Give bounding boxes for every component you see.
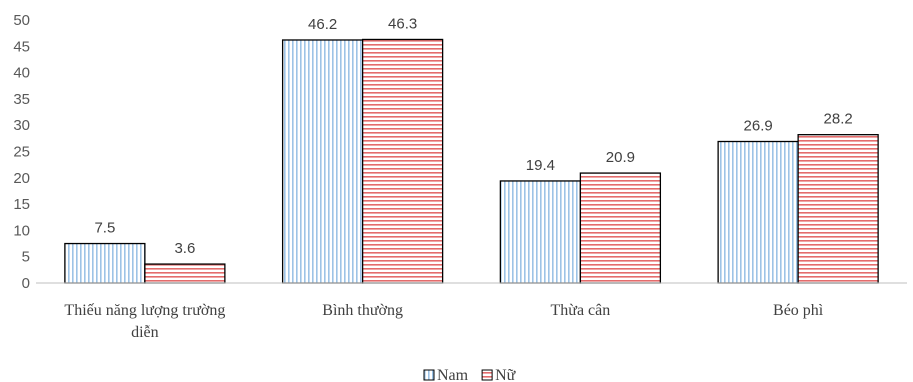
x-category-label: Thiếu năng lượng trường — [64, 302, 225, 319]
y-tick-label: 40 — [13, 65, 30, 82]
data-label: 3.6 — [174, 240, 195, 257]
bar-nữ — [361, 38, 444, 284]
y-tick-label: 20 — [13, 170, 30, 187]
bar-nữ — [797, 134, 879, 284]
bar-nam — [717, 140, 799, 284]
y-tick-label: 50 — [13, 12, 30, 29]
x-category-label: Thừa cân — [551, 302, 611, 319]
y-tick-label: 15 — [13, 196, 30, 213]
bar-nam — [281, 39, 364, 284]
legend-swatch-nam — [423, 369, 435, 381]
y-tick-label: 30 — [13, 117, 30, 134]
y-tick-label: 5 — [22, 249, 30, 266]
legend-label: Nữ — [495, 367, 517, 382]
data-label: 46.2 — [308, 16, 337, 33]
data-label: 20.9 — [606, 149, 635, 166]
y-tick-label: 25 — [13, 144, 30, 161]
bars — [64, 38, 879, 284]
y-tick-label: 35 — [13, 91, 30, 108]
legend-swatch-nữ — [481, 369, 493, 381]
legend: Nam Nữ — [423, 367, 517, 382]
bar-nữ — [144, 263, 226, 284]
data-label: 19.4 — [526, 157, 555, 174]
data-label: 26.9 — [744, 118, 773, 135]
bar-nữ — [579, 172, 662, 284]
legend-label: Nam — [437, 367, 469, 382]
x-category-label: Bình thường — [322, 302, 403, 319]
data-label: 7.5 — [94, 220, 115, 237]
y-tick-label: 10 — [13, 222, 30, 239]
x-category-label: Béo phì — [773, 302, 824, 319]
y-tick-label: 0 — [22, 275, 30, 292]
category-labels: Thiếu năng lượng trường diễn Bình thường Th… — [64, 302, 823, 341]
data-label: 28.2 — [824, 111, 853, 128]
data-labels: 7.5 3.6 46.2 46.3 19.4 20.9 26.9 28.2 — [94, 15, 852, 257]
y-axis-ticks: 0 5 10 15 20 25 30 35 40 45 50 — [13, 12, 30, 292]
y-tick-label: 45 — [13, 38, 30, 55]
bar-nam — [499, 180, 582, 284]
x-category-label: diễn — [131, 324, 159, 341]
data-label: 46.3 — [388, 15, 417, 32]
bar-nam — [64, 242, 146, 284]
